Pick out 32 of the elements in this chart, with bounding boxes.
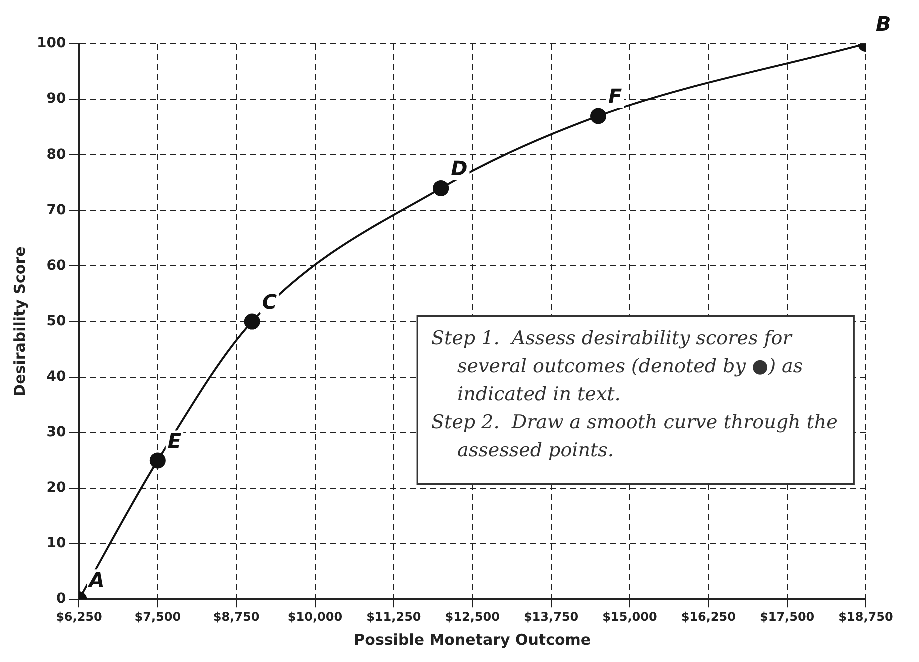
annotation: C xyxy=(262,290,278,314)
annotation: F xyxy=(608,84,622,108)
x-tick-label: $10,000 xyxy=(288,610,343,624)
x-tick-label: $17,500 xyxy=(760,610,815,624)
y-tick-label: 20 xyxy=(46,480,66,496)
annotation: B xyxy=(876,12,892,36)
x-tick-label: $11,250 xyxy=(366,610,422,624)
y-tick-label: 0 xyxy=(56,591,66,608)
y-tick-label: 100 xyxy=(36,36,66,52)
y-tick-label: 80 xyxy=(46,146,66,163)
annotation: A xyxy=(87,568,105,592)
x-tick-label: $8,750 xyxy=(213,610,260,624)
x-tick-label: $6,250 xyxy=(56,610,102,624)
y-tick-label: 90 xyxy=(46,91,66,108)
annotation: D xyxy=(451,156,468,181)
x-tick-label: $13,750 xyxy=(524,610,579,624)
y-tick-label: 40 xyxy=(46,369,66,385)
y-tick-label: 70 xyxy=(46,202,66,218)
y-tick-label: 60 xyxy=(46,258,66,274)
x-tick-label: $15,000 xyxy=(602,610,658,624)
y-axis-title: Desirability Score xyxy=(10,246,29,397)
annotation: Step 1. Assess desirability scores for several outcomes (denoted by ●) as indicated in text. xyxy=(432,328,804,406)
y-tick-label: 10 xyxy=(46,536,66,552)
x-tick-label: $18,750 xyxy=(838,610,894,624)
x-tick-label: $16,250 xyxy=(681,610,736,624)
annotation: Step 2. Draw a smooth curve through the assessed points. xyxy=(432,412,838,462)
x-tick-label: $7,500 xyxy=(134,610,182,624)
y-tick-label: 50 xyxy=(46,313,66,330)
x-axis-title: Possible Monetary Outcome xyxy=(354,630,592,649)
y-tick-label: 30 xyxy=(46,424,66,441)
x-tick-label: $12,500 xyxy=(445,610,500,624)
annotation: E xyxy=(168,428,182,453)
